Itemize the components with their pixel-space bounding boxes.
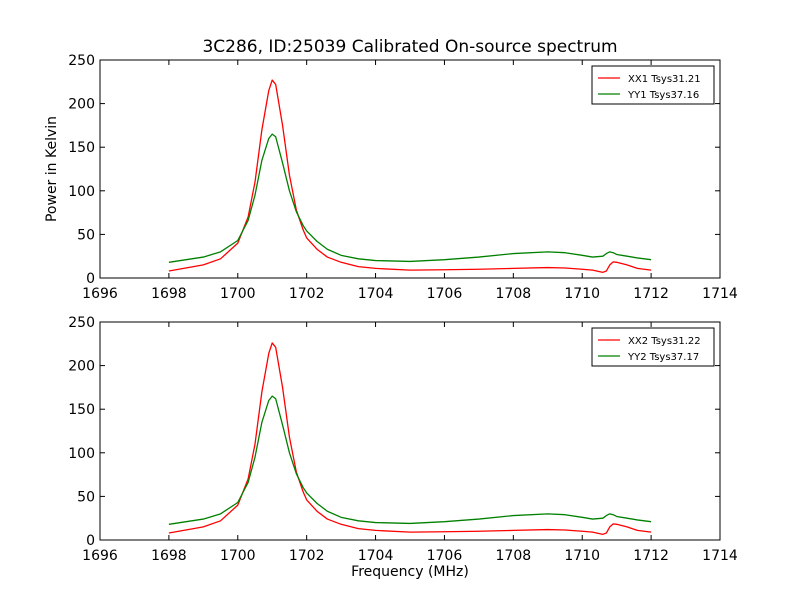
y-tick-label-1-5: 250	[68, 53, 95, 69]
y-tick-label-1-4: 200	[68, 97, 95, 113]
series-line-2-2	[168, 395, 652, 525]
x-tick-label-2-1: 1698	[151, 548, 187, 564]
y-tick-label-1-2: 100	[68, 184, 95, 200]
series-line-1-2	[168, 133, 652, 263]
legend-label-2-2: YY2 Tsys37.17	[627, 352, 699, 363]
y-tick-label-2-3: 150	[68, 402, 95, 418]
x-tick-label-1-7: 1710	[564, 286, 600, 302]
x-tick-label-2-0: 1696	[82, 548, 118, 564]
x-tick-label-1-5: 1706	[427, 286, 463, 302]
legend-label-1-2: YY1 Tsys37.16	[627, 90, 699, 101]
x-tick-label-1-8: 1712	[633, 286, 669, 302]
x-tick-label-2-3: 1702	[289, 548, 325, 564]
subplot-2: 1696 1698 1700 1702 1704 1706 1708 1710 1712 1714…	[68, 315, 738, 564]
legend-box-1	[591, 65, 715, 105]
x-tick-label-1-3: 1702	[289, 286, 325, 302]
series-line-2-1	[168, 342, 652, 535]
legend-label-2-1: XX2 Tsys31.22	[628, 336, 701, 347]
x-tick-label-2-4: 1704	[358, 548, 394, 564]
y-tick-label-1-0: 0	[86, 271, 95, 287]
x-tick-label-2-7: 1710	[564, 548, 600, 564]
x-tick-label-2-8: 1712	[633, 548, 669, 564]
x-tick-label-1-2: 1700	[220, 286, 256, 302]
x-tick-label-1-6: 1708	[496, 286, 532, 302]
x-tick-label-1-9: 1714	[702, 286, 738, 302]
legend-1: XX1 Tsys31.21 YY1 Tsys37.16	[591, 65, 715, 105]
figure-title: 3C286, ID:25039 Calibrated On-source spe…	[202, 37, 617, 57]
subplot-1: 1696 1698 1700 1702 1704 1706 1708 1710 1712 1714…	[68, 53, 738, 302]
y-tick-label-2-0: 0	[86, 533, 95, 549]
y-tick-label-2-4: 200	[68, 359, 95, 375]
subplots: 1696 1698 1700 1702 1704 1706 1708 1710 1712 1714…	[68, 53, 738, 564]
y-tick-label-2-1: 50	[77, 489, 95, 505]
plot-frame-1	[99, 59, 721, 279]
plot-frame-2	[99, 321, 721, 541]
y-tick-label-1-1: 50	[77, 227, 95, 243]
legend-2: XX2 Tsys31.22 YY2 Tsys37.17	[591, 327, 715, 367]
x-tick-label-2-9: 1714	[702, 548, 738, 564]
y-tick-label-2-2: 100	[68, 446, 95, 462]
x-tick-label-2-2: 1700	[220, 548, 256, 564]
legend-label-1-1: XX1 Tsys31.21	[628, 74, 701, 85]
y-axis-label: Power in Kelvin	[44, 116, 60, 222]
x-tick-label-2-5: 1706	[427, 548, 463, 564]
legend-box-2	[591, 327, 715, 367]
y-tick-label-2-5: 250	[68, 315, 95, 331]
series-line-1-1	[168, 79, 652, 273]
y-tick-label-1-3: 150	[68, 140, 95, 156]
x-axis-label: Frequency (MHz)	[351, 564, 469, 580]
x-tick-label-1-4: 1704	[358, 286, 394, 302]
x-tick-label-1-0: 1696	[82, 286, 118, 302]
x-tick-label-1-1: 1698	[151, 286, 187, 302]
x-tick-label-2-6: 1708	[496, 548, 532, 564]
